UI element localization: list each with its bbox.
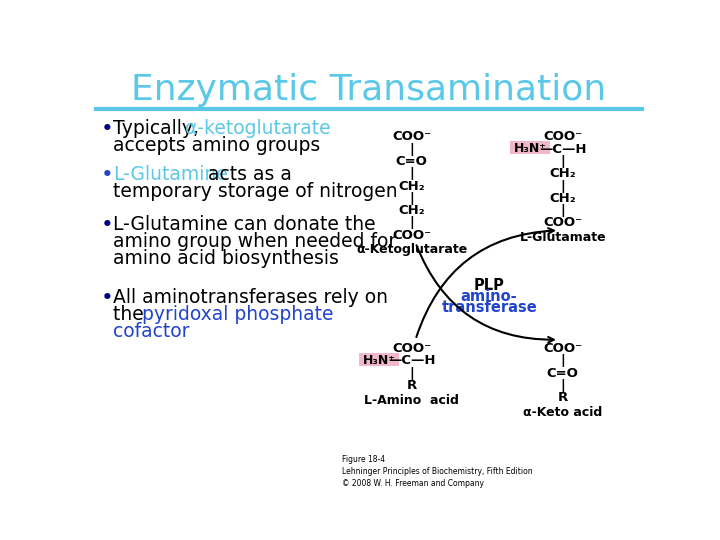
Text: |: | — [409, 167, 414, 180]
Text: L-Glutamine: L-Glutamine — [113, 165, 228, 184]
Text: |: | — [560, 155, 565, 168]
Text: |: | — [560, 354, 565, 367]
Text: COO⁻: COO⁻ — [392, 130, 431, 143]
Text: pyridoxal phosphate: pyridoxal phosphate — [142, 305, 333, 324]
Text: H₃N⁺: H₃N⁺ — [514, 142, 546, 155]
Text: CH₂: CH₂ — [549, 167, 576, 180]
Text: α-Keto acid: α-Keto acid — [523, 406, 603, 419]
Text: C=O: C=O — [546, 367, 579, 380]
Text: |: | — [560, 379, 565, 392]
Text: H₃N⁺: H₃N⁺ — [363, 354, 395, 367]
Text: amino-: amino- — [461, 289, 518, 304]
Text: R: R — [407, 379, 417, 392]
Text: COO⁻: COO⁻ — [392, 229, 431, 242]
Text: L-Glutamine can donate the: L-Glutamine can donate the — [113, 215, 376, 234]
Text: acts as a: acts as a — [202, 165, 292, 184]
Text: |: | — [409, 367, 414, 380]
Text: •: • — [101, 165, 114, 185]
Text: C=O: C=O — [396, 155, 428, 168]
Text: temporary storage of nitrogen: temporary storage of nitrogen — [113, 182, 398, 201]
Text: Enzymatic Transamination: Enzymatic Transamination — [131, 73, 607, 107]
Text: —C—H: —C—H — [539, 143, 587, 156]
Text: —C—H: —C—H — [388, 354, 436, 367]
FancyBboxPatch shape — [510, 141, 550, 154]
Text: amino group when needed for: amino group when needed for — [113, 232, 397, 251]
Text: |: | — [409, 217, 414, 230]
Text: COO⁻: COO⁻ — [543, 217, 582, 230]
Text: •: • — [101, 215, 114, 235]
Text: L-Glutamate: L-Glutamate — [519, 231, 606, 244]
FancyBboxPatch shape — [359, 353, 399, 366]
Text: Figure 18-4
Lehninger Principles of Biochemistry, Fifth Edition
© 2008 W. H. Fre: Figure 18-4 Lehninger Principles of Bioc… — [342, 455, 533, 488]
Text: transferase: transferase — [441, 300, 537, 315]
Text: •: • — [101, 288, 114, 308]
Text: |: | — [560, 204, 565, 217]
Text: |: | — [409, 143, 414, 156]
Text: L-Amino  acid: L-Amino acid — [364, 394, 459, 407]
Text: α-Ketoglutarate: α-Ketoglutarate — [356, 244, 467, 256]
Text: |: | — [560, 179, 565, 193]
Text: |: | — [409, 192, 414, 205]
Text: PLP: PLP — [474, 278, 505, 293]
Text: R: R — [557, 392, 568, 404]
Text: CH₂: CH₂ — [549, 192, 576, 205]
Text: COO⁻: COO⁻ — [543, 342, 582, 355]
Text: Typically,: Typically, — [113, 119, 205, 138]
Text: •: • — [101, 119, 114, 139]
Text: CH₂: CH₂ — [398, 179, 425, 193]
Text: α-ketoglutarate: α-ketoglutarate — [184, 119, 330, 138]
Text: accepts amino groups: accepts amino groups — [113, 136, 320, 154]
Text: amino acid biosynthesis: amino acid biosynthesis — [113, 249, 339, 268]
Text: CH₂: CH₂ — [398, 204, 425, 217]
Text: the: the — [113, 305, 150, 324]
Text: COO⁻: COO⁻ — [543, 130, 582, 143]
Text: cofactor: cofactor — [113, 322, 190, 341]
Text: COO⁻: COO⁻ — [392, 342, 431, 355]
Text: All aminotransferases rely on: All aminotransferases rely on — [113, 288, 388, 307]
